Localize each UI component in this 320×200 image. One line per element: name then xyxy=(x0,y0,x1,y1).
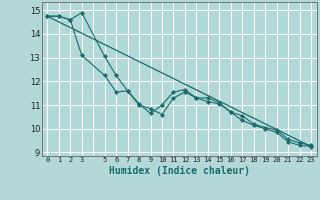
X-axis label: Humidex (Indice chaleur): Humidex (Indice chaleur) xyxy=(109,166,250,176)
